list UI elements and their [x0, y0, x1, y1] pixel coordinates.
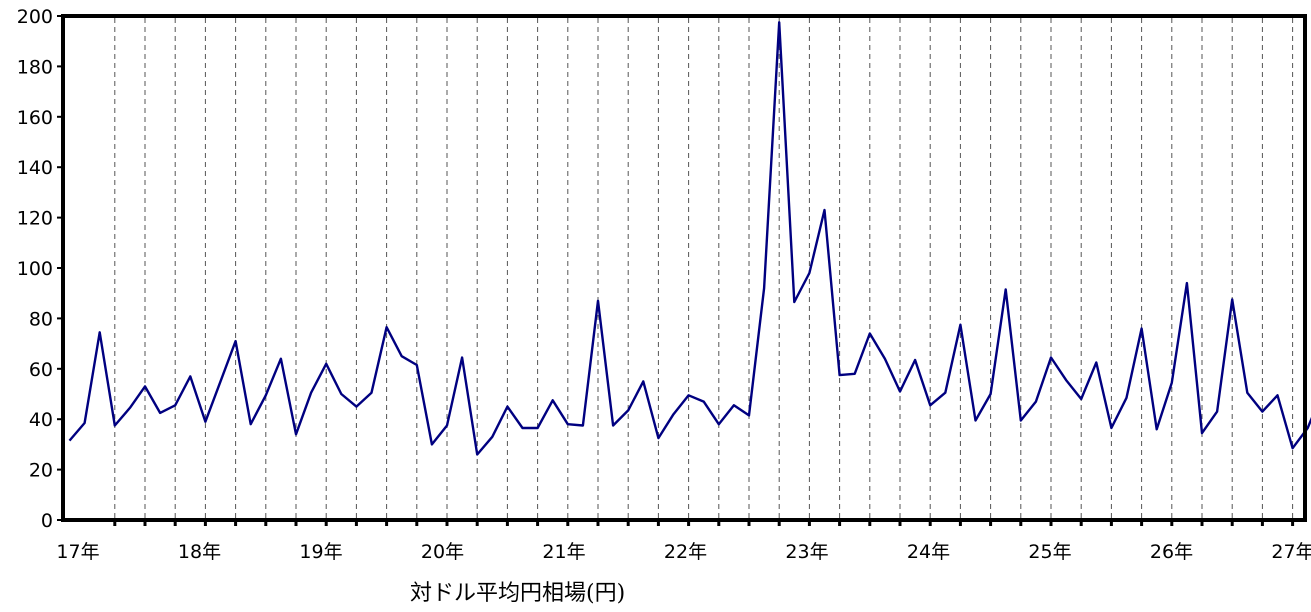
y-tick-label: 0 — [41, 510, 53, 532]
grid-lines — [114, 18, 1294, 518]
y-tick-label: 160 — [17, 107, 53, 129]
y-tick-label: 140 — [17, 157, 53, 179]
y-tick-label: 40 — [29, 409, 53, 431]
axes: 0 20 40 60 80 100 120 140 160 180 200 17年 18年 19年 20年 2… — [17, 6, 1311, 563]
x-axis-title: 対ドル平均円相場(円) — [410, 581, 626, 606]
x-tick-label: 18年 — [178, 541, 221, 563]
x-tick-label: 27年 — [1271, 541, 1311, 563]
x-tick-label: 21年 — [542, 541, 585, 563]
x-tick-label: 17年 — [56, 541, 99, 563]
x-tick-label: 22年 — [664, 541, 707, 563]
x-tick-label: 19年 — [299, 541, 342, 563]
series-line — [68, 21, 1311, 456]
x-tick-label: 23年 — [785, 541, 828, 563]
x-tick-label: 26年 — [1150, 541, 1193, 563]
series-layer — [68, 21, 1311, 456]
y-tick-label: 20 — [29, 460, 53, 482]
y-tick-label: 200 — [17, 6, 53, 28]
y-tick-label: 120 — [17, 208, 53, 230]
x-tick-label: 20年 — [421, 541, 464, 563]
y-tick-label: 80 — [29, 308, 53, 330]
y-tick-label: 180 — [17, 56, 53, 78]
x-tick-label: 24年 — [907, 541, 950, 563]
y-tick-label: 60 — [29, 359, 53, 381]
y-tick-label: 100 — [17, 258, 53, 280]
plot-area-frame — [61, 14, 1307, 522]
x-tick-label: 25年 — [1028, 541, 1071, 563]
